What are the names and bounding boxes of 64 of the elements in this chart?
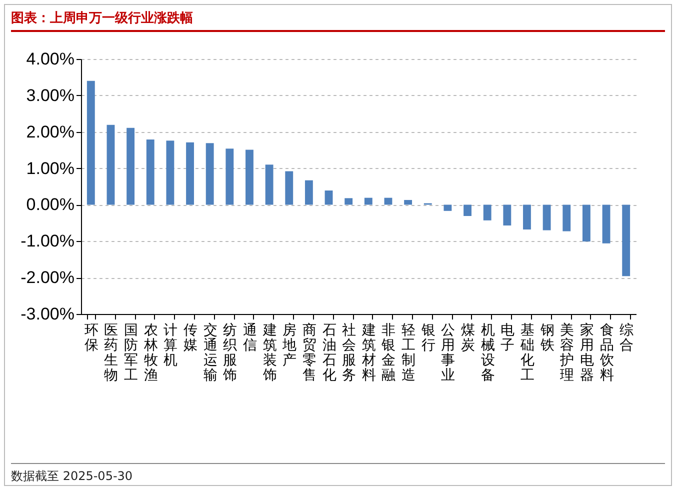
bar <box>444 204 452 211</box>
x-tick-label: 房地产 <box>282 322 297 368</box>
bar <box>542 204 551 230</box>
y-tick-label: 1.00% <box>26 158 74 178</box>
bar <box>226 148 234 205</box>
y-tick-label: -2.00% <box>20 268 74 288</box>
x-tick-label: 食品饮料 <box>598 322 614 384</box>
x-tick-label: 环保 <box>84 322 98 354</box>
bar <box>265 164 274 205</box>
y-tick-label: 0.00% <box>26 195 74 214</box>
x-tick-label: 机械设备 <box>480 322 495 384</box>
x-tick-label: 综合 <box>620 322 634 354</box>
text: 数据截至 2025-05-30 <box>11 468 134 485</box>
bar <box>483 204 492 220</box>
x-tick-label: 建筑材料 <box>360 322 376 384</box>
bar <box>206 143 214 205</box>
bar <box>126 128 135 205</box>
bar <box>464 204 472 216</box>
bar <box>86 80 95 205</box>
x-tick-label: 国防军工 <box>124 322 138 384</box>
bar <box>186 142 194 205</box>
x-tick-label: 通信 <box>242 322 257 354</box>
bar <box>106 124 115 205</box>
y-tick-label: 4.00% <box>26 50 74 68</box>
x-tick-label: 计算机 <box>164 322 178 368</box>
x-tick-label: 传媒 <box>184 322 198 354</box>
x-tick-label: 建筑装饰 <box>262 322 277 384</box>
y-tick-label: 3.00% <box>26 86 74 105</box>
y-tick-label: -1.00% <box>20 232 74 251</box>
x-tick-label: 轻工制造 <box>402 322 416 384</box>
bar <box>523 204 531 230</box>
bar <box>582 204 590 242</box>
x-tick-label: 纺织服饰 <box>222 322 238 384</box>
y-tick-label: 2.00% <box>26 122 74 142</box>
x-tick-label: 石油石化 <box>322 322 336 384</box>
x-tick-label: 美容护理 <box>559 322 574 384</box>
x-tick-label: 电子 <box>500 322 515 354</box>
x-tick-label: 医药生物 <box>104 322 118 384</box>
x-tick-label: 家用电器 <box>580 322 594 384</box>
bar <box>364 198 372 205</box>
bar <box>562 204 571 232</box>
bar <box>404 200 412 205</box>
bar <box>602 204 610 244</box>
x-tick-label: 公用事业 <box>441 322 456 384</box>
x-tick-label: 煤炭 <box>461 322 476 354</box>
bar <box>166 140 174 205</box>
chart-title: 图表：上周申万一级行业涨跌幅 <box>11 9 665 32</box>
x-tick-label: 基础化工 <box>519 322 534 384</box>
x-tick-label: 交通运输 <box>203 322 218 384</box>
bar <box>622 204 630 276</box>
bar <box>246 150 254 205</box>
bar <box>285 171 294 205</box>
bar <box>146 140 154 205</box>
x-tick-label: 农林牧渔 <box>142 322 158 384</box>
x-tick-label: 社会服务 <box>342 322 356 384</box>
bar <box>324 190 333 205</box>
x-tick-label: 非银金融 <box>380 322 396 384</box>
x-tick-label: 银行 <box>420 322 436 354</box>
x-tick-label: 钢铁 <box>539 322 554 354</box>
y-tick-label: -3.00% <box>20 304 74 324</box>
x-tick-label: 商贸零售 <box>302 322 316 384</box>
bar <box>304 180 313 205</box>
bar <box>344 198 353 205</box>
bar <box>503 204 512 226</box>
